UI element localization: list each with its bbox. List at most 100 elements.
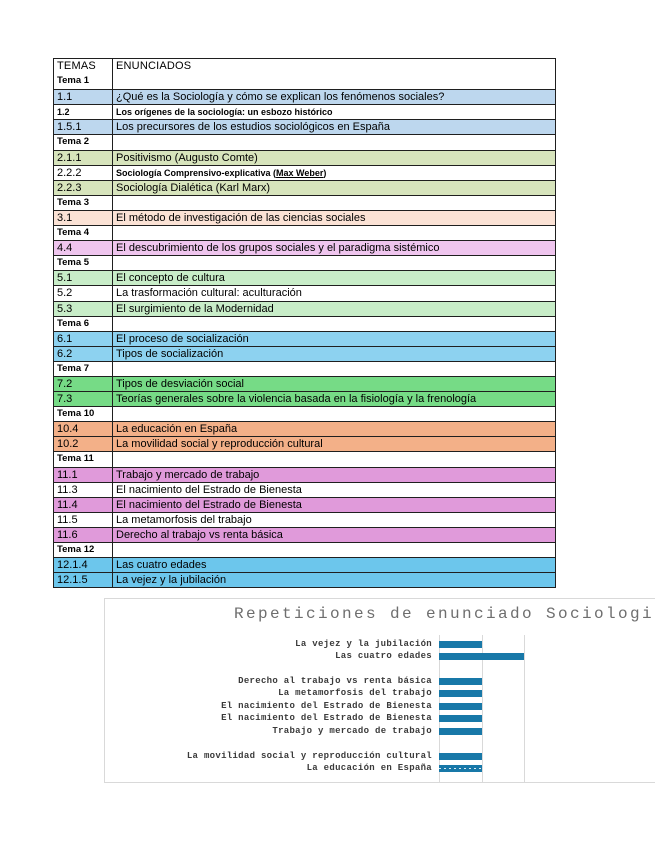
cell-enunciado[interactable] xyxy=(113,407,555,421)
cell-enunciado[interactable]: La educación en España xyxy=(116,423,238,436)
cell-tema[interactable]: 12.1.5 xyxy=(54,573,113,588)
bar-label: El nacimiento del Estrado de Bienesta xyxy=(221,700,432,711)
cell-enunciado[interactable]: El nacimiento del Estrado de Bienesta xyxy=(116,498,302,511)
table-row: 12.1.4 Las cuatro edades xyxy=(54,557,555,573)
table-row: Tema 10 xyxy=(54,406,555,422)
cell-enunciado[interactable]: El concepto de cultura xyxy=(116,272,225,285)
cell-enunciado[interactable]: La vejez y la jubilación xyxy=(116,574,227,587)
cell-tema[interactable]: 4.4 xyxy=(54,241,113,256)
cell-tema[interactable]: 5.1 xyxy=(54,271,113,286)
bar xyxy=(439,677,482,685)
table-row: 1.2 Los orígenes de la sociología: un esb… xyxy=(54,104,555,120)
cell-tema[interactable]: Tema 4 xyxy=(54,226,113,241)
table-row: Tema 6 xyxy=(54,315,555,331)
table-row: 11.5 La metamorfosis del trabajo xyxy=(54,511,555,527)
repeticiones-chart[interactable]: Repeticiones de enunciado Sociologi La v… xyxy=(104,598,655,783)
table-row: 5.1 El concepto de cultura xyxy=(54,270,555,286)
cell-enunciado[interactable]: ¿Qué es la Sociología y cómo se explican… xyxy=(116,91,445,104)
cell-enunciado[interactable]: Las cuatro edades xyxy=(116,559,207,572)
cell-enunciado[interactable] xyxy=(113,196,555,210)
cell-enunciado[interactable]: Sociología Dialética (Karl Marx) xyxy=(116,181,271,194)
cell-enunciado[interactable]: La metamorfosis del trabajo xyxy=(116,513,252,526)
underlined-text: Max Weber xyxy=(276,167,324,178)
header-cell-enunciados[interactable]: ENUNCIADOS xyxy=(116,60,192,72)
cell-enunciado[interactable] xyxy=(113,74,555,89)
cell-tema[interactable]: 5.2 xyxy=(54,286,113,301)
cell-tema[interactable]: Tema 5 xyxy=(54,256,113,271)
bar-label: Trabajo y mercado de trabajo xyxy=(272,725,432,736)
bar xyxy=(439,727,482,735)
cell-tema[interactable]: Tema 7 xyxy=(54,361,113,376)
cell-enunciado[interactable]: El descubrimiento de los grupos sociales… xyxy=(116,242,440,255)
cell-enunciado[interactable] xyxy=(113,362,555,376)
table-row: 11.1 Trabajo y mercado de trabajo xyxy=(54,466,555,482)
cell-enunciado[interactable]: Positivismo (Augusto Comte) xyxy=(116,151,258,164)
cell-tema[interactable]: 2.1.1 xyxy=(54,150,113,165)
cell-enunciado[interactable]: El surgimiento de la Modernidad xyxy=(116,302,274,315)
table-row: 6.1 El proceso de socialización xyxy=(54,330,555,346)
table-row: Tema 7 xyxy=(54,360,555,376)
cell-tema[interactable]: 2.2.2 xyxy=(54,165,113,180)
cell-enunciado[interactable]: Los precursores de los estudios sociológ… xyxy=(116,121,390,134)
cell-enunciado[interactable]: El método de investigación de las cienci… xyxy=(116,211,366,224)
cell-enunciado[interactable] xyxy=(113,543,555,557)
cell-enunciado[interactable]: Sociología Comprensivo-explicativa (Max … xyxy=(116,167,327,178)
cell-tema[interactable]: Tema 1 xyxy=(54,74,113,90)
cell-tema[interactable]: 1.1 xyxy=(54,90,113,105)
cell-enunciado[interactable]: El proceso de socialización xyxy=(116,332,249,345)
chart-gridline xyxy=(481,635,483,783)
cell-enunciado[interactable]: Tipos de socialización xyxy=(116,347,224,360)
cell-enunciado[interactable] xyxy=(113,317,555,331)
cell-tema[interactable]: Tema 3 xyxy=(54,195,113,210)
cell-tema[interactable]: 11.4 xyxy=(54,497,113,512)
cell-tema[interactable]: Tema 2 xyxy=(54,135,113,150)
cell-tema[interactable]: 6.1 xyxy=(54,331,113,346)
table-row: 4.4 El descubrimiento de los grupos socia… xyxy=(54,240,555,256)
cell-enunciado[interactable]: La trasformación cultural: aculturación xyxy=(116,287,302,300)
cell-tema[interactable]: 10.2 xyxy=(54,437,113,452)
cell-enunciado[interactable]: Tipos de desviación social xyxy=(116,377,244,390)
cell-tema[interactable]: 7.2 xyxy=(54,376,113,392)
table-row: 2.1.1 Positivismo (Augusto Comte) xyxy=(54,149,555,165)
cell-tema[interactable]: Tema 11 xyxy=(54,452,113,467)
cell-tema[interactable]: 3.1 xyxy=(54,210,113,226)
cell-tema[interactable]: Tema 10 xyxy=(54,407,113,422)
cell-tema[interactable]: Tema 6 xyxy=(54,316,113,331)
cell-tema[interactable]: 12.1.4 xyxy=(54,558,113,573)
table-row: 11.4 El nacimiento del Estrado de Bienest… xyxy=(54,496,555,512)
bar xyxy=(439,752,482,760)
table-row: 11.3 El nacimiento del Estrado de Bienest… xyxy=(54,481,555,497)
table-row: 7.3 Teorías generales sobre la violencia … xyxy=(54,391,555,407)
cell-enunciado[interactable] xyxy=(113,135,555,149)
cell-tema[interactable]: 6.2 xyxy=(54,346,113,361)
cell-tema[interactable]: 11.1 xyxy=(54,467,113,482)
cell-tema[interactable]: 7.3 xyxy=(54,392,113,407)
cell-tema[interactable]: 5.3 xyxy=(54,301,113,316)
cell-enunciado[interactable] xyxy=(113,452,555,466)
cell-tema[interactable]: 10.4 xyxy=(54,422,113,437)
cell-enunciado[interactable]: Teorías generales sobre la violencia bas… xyxy=(116,393,477,406)
cell-enunciado[interactable] xyxy=(113,256,555,270)
cell-tema[interactable]: 1.2 xyxy=(54,105,113,120)
table-row: 10.4 La educación en España xyxy=(54,421,555,437)
cell-enunciado[interactable] xyxy=(113,226,555,240)
temas-enunciados-table: TEMAS ENUNCIADOS Tema 1 1.1 ¿Qué es la Soc… xyxy=(53,58,556,589)
header-cell-temas[interactable]: TEMAS xyxy=(54,59,113,75)
cell-tema[interactable]: 1.5.1 xyxy=(54,120,113,135)
table-row: 5.3 El surgimiento de la Modernidad xyxy=(54,300,555,316)
cell-enunciado[interactable]: La movilidad social y reproducción cultu… xyxy=(116,438,323,451)
cell-enunciado[interactable]: Los orígenes de la sociología: un esbozo… xyxy=(116,107,333,118)
cell-tema[interactable]: 11.5 xyxy=(54,512,113,527)
bar xyxy=(439,765,482,772)
bar-label: Derecho al trabajo vs renta básica xyxy=(238,675,432,686)
cell-tema[interactable]: 2.2.3 xyxy=(54,180,113,195)
cell-enunciado[interactable]: Derecho al trabajo vs renta básica xyxy=(116,528,283,541)
cell-tema[interactable]: 11.3 xyxy=(54,482,113,497)
table-row: 2.2.2 Sociología Comprensivo-explicativa … xyxy=(54,164,555,180)
cell-enunciado[interactable]: El nacimiento del Estrado de Bienesta xyxy=(116,483,302,496)
table-row: Tema 3 xyxy=(54,194,555,210)
table-row: Tema 5 xyxy=(54,255,555,271)
cell-enunciado[interactable]: Trabajo y mercado de trabajo xyxy=(116,468,260,481)
cell-tema[interactable]: Tema 12 xyxy=(54,543,113,558)
cell-tema[interactable]: 11.6 xyxy=(54,527,113,542)
